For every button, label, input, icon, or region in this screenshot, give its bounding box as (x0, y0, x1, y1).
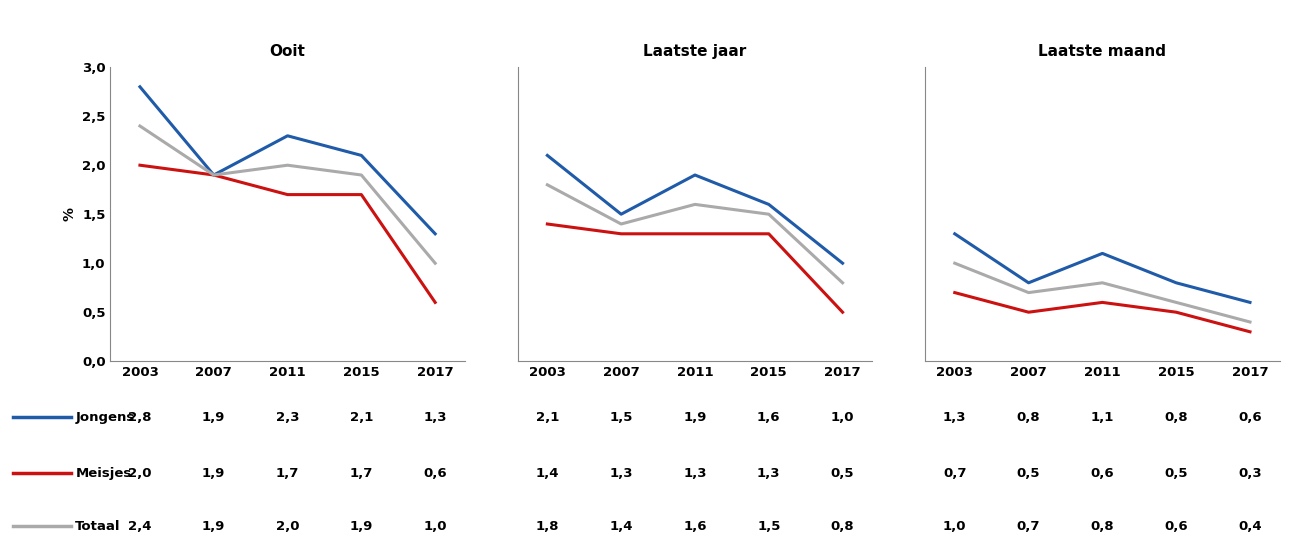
Text: Meisjes: Meisjes (75, 466, 131, 480)
Text: 0,6: 0,6 (1091, 466, 1115, 480)
Text: 1,6: 1,6 (757, 410, 781, 424)
Text: 0,3: 0,3 (1238, 466, 1261, 480)
Text: 2,1: 2,1 (535, 410, 559, 424)
Title: Ooit: Ooit (270, 44, 305, 59)
Text: 0,6: 0,6 (423, 466, 447, 480)
Text: 1,9: 1,9 (349, 520, 373, 533)
Text: 1,9: 1,9 (683, 410, 707, 424)
Text: 1,5: 1,5 (757, 520, 781, 533)
Text: 0,5: 0,5 (1017, 466, 1040, 480)
Text: 1,9: 1,9 (203, 466, 226, 480)
Text: 1,0: 1,0 (423, 520, 447, 533)
Text: 0,8: 0,8 (1017, 410, 1040, 424)
Text: 0,8: 0,8 (1091, 520, 1115, 533)
Text: 1,4: 1,4 (609, 520, 633, 533)
Y-axis label: %: % (62, 207, 77, 221)
Text: 2,8: 2,8 (129, 410, 152, 424)
Text: 0,6: 0,6 (1238, 410, 1261, 424)
Text: 0,4: 0,4 (1238, 520, 1261, 533)
Text: 1,7: 1,7 (275, 466, 299, 480)
Text: 1,3: 1,3 (423, 410, 447, 424)
Text: 1,3: 1,3 (609, 466, 633, 480)
Text: 1,0: 1,0 (831, 410, 855, 424)
Text: 1,5: 1,5 (609, 410, 633, 424)
Text: 1,3: 1,3 (757, 466, 781, 480)
Text: 1,1: 1,1 (1091, 410, 1115, 424)
Text: 2,1: 2,1 (349, 410, 373, 424)
Text: 0,5: 0,5 (831, 466, 855, 480)
Text: 2,3: 2,3 (275, 410, 299, 424)
Text: 1,3: 1,3 (943, 410, 966, 424)
Text: 1,9: 1,9 (203, 520, 226, 533)
Text: 2,0: 2,0 (275, 520, 299, 533)
Text: 0,7: 0,7 (1017, 520, 1040, 533)
Text: Jongens: Jongens (75, 410, 135, 424)
Text: Totaal: Totaal (75, 520, 121, 533)
Text: 0,6: 0,6 (1164, 520, 1189, 533)
Text: 0,7: 0,7 (943, 466, 966, 480)
Title: Laatste jaar: Laatste jaar (643, 44, 747, 59)
Text: 1,0: 1,0 (943, 520, 966, 533)
Title: Laatste maand: Laatste maand (1038, 44, 1167, 59)
Text: 2,0: 2,0 (129, 466, 152, 480)
Text: 1,6: 1,6 (683, 520, 707, 533)
Text: 0,5: 0,5 (1164, 466, 1187, 480)
Text: 1,3: 1,3 (683, 466, 707, 480)
Text: 1,9: 1,9 (203, 410, 226, 424)
Text: 0,8: 0,8 (1164, 410, 1189, 424)
Text: 1,7: 1,7 (349, 466, 373, 480)
Text: 1,8: 1,8 (535, 520, 559, 533)
Text: 0,8: 0,8 (831, 520, 855, 533)
Text: 1,4: 1,4 (535, 466, 559, 480)
Text: 2,4: 2,4 (129, 520, 152, 533)
